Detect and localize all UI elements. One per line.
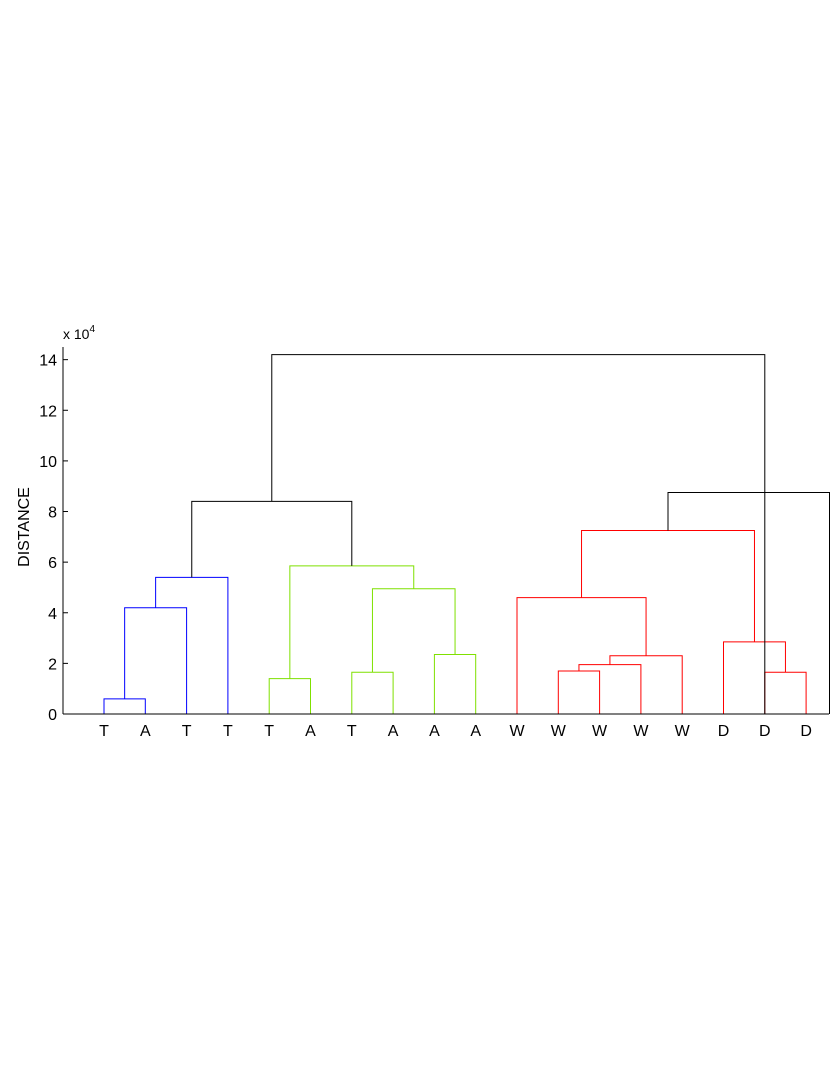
leaf-label: W <box>675 723 691 740</box>
y-tick-label: 10 <box>39 454 57 471</box>
y-tick-label: 2 <box>48 656 57 673</box>
leaf-label: A <box>429 723 440 740</box>
dendrogram-link <box>155 576 229 714</box>
y-multiplier-base: x 10 <box>63 326 90 342</box>
leaf-label: W <box>551 723 567 740</box>
leaf-label: T <box>264 723 274 740</box>
y-tick-label: 4 <box>48 606 57 623</box>
dendrogram-links <box>103 354 830 714</box>
dendrogram-link <box>433 654 477 714</box>
leaf-label: D <box>800 723 812 740</box>
dendrogram-link <box>578 664 642 714</box>
dendrogram-link <box>124 607 188 714</box>
leaf-label: D <box>718 723 730 740</box>
leaf-label: D <box>759 723 771 740</box>
dendrogram-link <box>581 530 755 642</box>
leaf-label: T <box>347 723 357 740</box>
dendrogram-link <box>557 670 601 714</box>
dendrogram-link <box>289 565 415 679</box>
leaf-label: A <box>388 723 399 740</box>
leaf-label: W <box>509 723 525 740</box>
dendrogram-link <box>371 588 456 673</box>
dendrogram-link <box>271 354 766 714</box>
dendrogram-link <box>103 698 146 714</box>
y-axis-label: DISTANCE <box>16 487 33 567</box>
leaf-label: W <box>633 723 649 740</box>
y-tick-label: 8 <box>48 505 57 522</box>
dendrogram-link <box>723 641 786 714</box>
dendrogram-link <box>764 671 807 714</box>
leaf-label: A <box>305 723 316 740</box>
y-tick-label: 14 <box>39 353 57 370</box>
dendrogram-link <box>268 678 311 714</box>
y-tick-label: 12 <box>39 403 57 420</box>
y-ticks: 0 2 4 6 8 10 12 14 <box>39 353 68 724</box>
leaf-label: A <box>140 723 151 740</box>
dendrogram-link <box>351 671 394 714</box>
y-axis-multiplier: x 104 <box>63 324 95 342</box>
axes <box>62 347 829 715</box>
y-tick-label: 6 <box>48 555 57 572</box>
leaf-label: T <box>223 723 233 740</box>
dendrogram-link <box>667 492 830 714</box>
leaf-label: A <box>470 723 481 740</box>
leaf-label: T <box>182 723 192 740</box>
y-tick-label: 0 <box>48 707 57 724</box>
y-multiplier-exponent: 4 <box>89 324 95 335</box>
leaf-label: T <box>99 723 109 740</box>
leaf-label: W <box>592 723 608 740</box>
